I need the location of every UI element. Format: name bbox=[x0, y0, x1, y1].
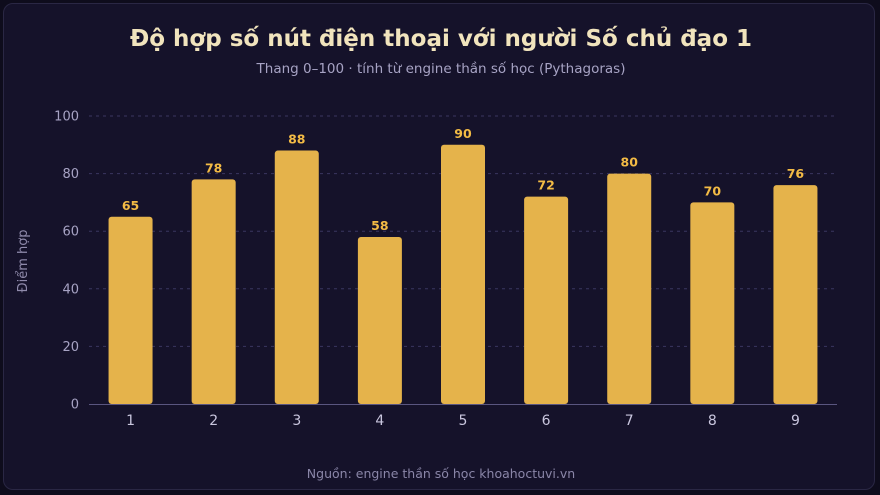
data-labels: 65 78 88 58 90 72 80 70 76 bbox=[122, 126, 805, 233]
bar-8 bbox=[690, 202, 735, 404]
y-axis-label: Điểm hợp bbox=[16, 230, 31, 293]
data-label: 88 bbox=[288, 132, 305, 147]
x-tick-label: 9 bbox=[791, 413, 800, 429]
x-tick-label: 8 bbox=[708, 413, 717, 429]
bar-2 bbox=[191, 179, 236, 404]
bar-1 bbox=[108, 216, 153, 404]
y-tick-label: 0 bbox=[71, 398, 79, 413]
data-label: 72 bbox=[537, 178, 554, 193]
y-axis-ticks: 0 20 40 60 80 100 bbox=[54, 110, 79, 413]
bar-9 bbox=[773, 185, 818, 404]
data-label: 90 bbox=[454, 126, 472, 141]
bars bbox=[108, 144, 818, 405]
data-label: 70 bbox=[704, 183, 722, 198]
bar-5 bbox=[441, 144, 485, 405]
y-tick-label: 80 bbox=[62, 167, 79, 182]
chart-subtitle: Thang 0–100 · tính từ engine thần số học… bbox=[256, 61, 626, 77]
x-tick-label: 5 bbox=[459, 413, 468, 429]
data-label: 58 bbox=[371, 218, 388, 233]
chart-card: Độ hợp số nút điện thoại với người Số ch… bbox=[3, 3, 875, 490]
chart-title: Độ hợp số nút điện thoại với người Số ch… bbox=[129, 26, 753, 52]
x-tick-label: 3 bbox=[292, 413, 301, 429]
bar-4 bbox=[357, 236, 402, 404]
bar-7 bbox=[607, 173, 652, 404]
y-tick-label: 20 bbox=[62, 340, 79, 355]
y-tick-label: 100 bbox=[54, 110, 79, 125]
data-label: 80 bbox=[621, 155, 639, 170]
data-label: 76 bbox=[787, 166, 805, 181]
bar-6 bbox=[524, 196, 569, 404]
x-tick-label: 7 bbox=[625, 413, 634, 429]
source-note: Nguồn: engine thần số học khoahoctuvi.vn bbox=[306, 466, 576, 481]
x-axis-ticks: 1 2 3 4 5 6 7 8 9 bbox=[126, 413, 800, 429]
data-label: 65 bbox=[122, 198, 139, 213]
x-tick-label: 4 bbox=[375, 413, 384, 429]
x-tick-label: 6 bbox=[542, 413, 551, 429]
data-label: 78 bbox=[205, 160, 222, 175]
bar-3 bbox=[274, 150, 319, 404]
x-tick-label: 2 bbox=[209, 413, 218, 429]
y-tick-label: 40 bbox=[62, 282, 79, 297]
x-tick-label: 1 bbox=[126, 413, 135, 429]
y-tick-label: 60 bbox=[62, 225, 79, 240]
